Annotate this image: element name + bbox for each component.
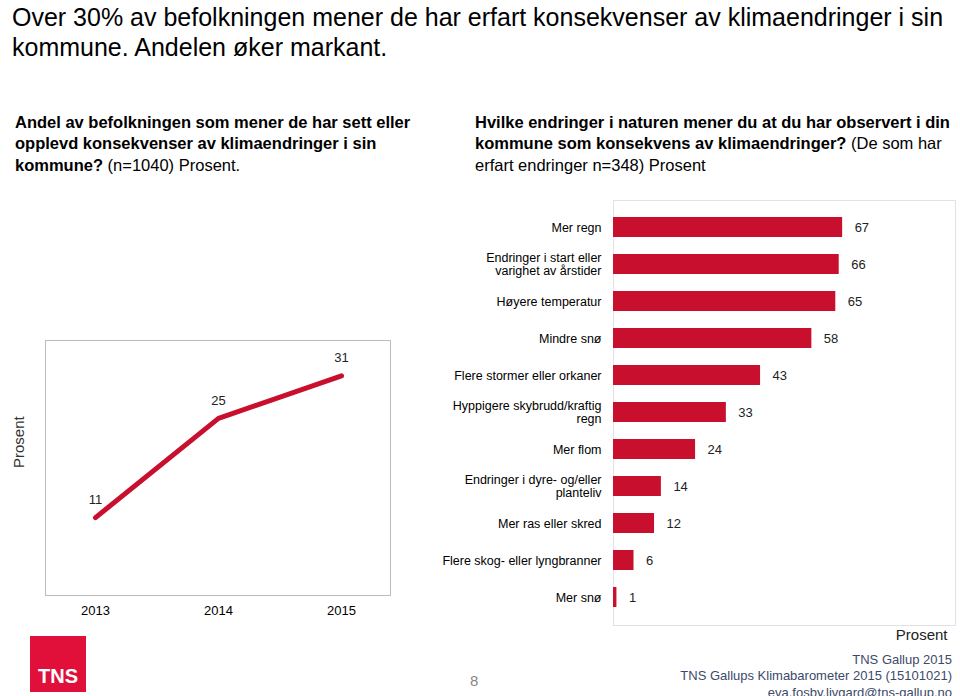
- svg-text:2013: 2013: [81, 603, 110, 618]
- svg-text:67: 67: [855, 220, 869, 235]
- svg-text:25: 25: [211, 393, 225, 408]
- svg-text:Høyere temperatur: Høyere temperatur: [497, 295, 602, 309]
- svg-text:43: 43: [773, 368, 787, 383]
- html-text:Over 30% av befolkningen mener: Over 30% av befolkningen mener de har er…: [12, 3, 943, 61]
- svg-text:Prosent: Prosent: [10, 415, 27, 468]
- svg-text:Endringer i dyre- og/ellerplan: Endringer i dyre- og/ellerplanteliv: [465, 473, 603, 500]
- svg-text:14: 14: [673, 479, 687, 494]
- svg-text:11: 11: [89, 492, 103, 507]
- svg-text:66: 66: [851, 257, 865, 272]
- svg-text:65: 65: [848, 294, 862, 309]
- html-text:TNS: TNS: [38, 665, 78, 687]
- svg-text:Endringer i start ellervarighe: Endringer i start ellervarighet av årsti…: [486, 251, 601, 278]
- svg-text:Mer snø: Mer snø: [556, 591, 602, 605]
- svg-text:Flere stormer eller orkaner: Flere stormer eller orkaner: [454, 369, 601, 383]
- svg-text:Flere skog- eller lyngbranner: Flere skog- eller lyngbranner: [442, 554, 601, 568]
- svg-text:33: 33: [738, 405, 752, 420]
- svg-text:12: 12: [667, 516, 681, 531]
- svg-text:Mer ras eller skred: Mer ras eller skred: [498, 517, 602, 531]
- svg-text:Prosent: Prosent: [896, 626, 949, 643]
- html-text:TNS Gallups Klimabarometer 201: TNS Gallups Klimabarometer 2015 (1510102…: [680, 668, 952, 684]
- html-text:Hvilke endringer i naturen men: Hvilke endringer i naturen mener du at d…: [475, 113, 950, 174]
- svg-text:31: 31: [334, 350, 348, 365]
- svg-text:6: 6: [646, 553, 653, 568]
- html-text:TNS Gallup 2015: TNS Gallup 2015: [852, 652, 952, 667]
- svg-text:1: 1: [629, 590, 636, 605]
- svg-text:Mindre snø: Mindre snø: [539, 332, 602, 346]
- svg-text:2014: 2014: [204, 603, 233, 618]
- svg-text:Hyppigere skybrudd/kraftigregn: Hyppigere skybrudd/kraftigregn: [453, 399, 602, 426]
- html-text:8: 8: [470, 672, 479, 689]
- svg-text:2015: 2015: [327, 603, 356, 618]
- svg-text:Mer flom: Mer flom: [553, 443, 602, 457]
- svg-text:Mer regn: Mer regn: [551, 221, 601, 235]
- html-text:Andel av befolkningen som mene: Andel av befolkningen som mener de har s…: [15, 113, 411, 174]
- svg-text:24: 24: [708, 442, 722, 457]
- svg-text:58: 58: [824, 331, 838, 346]
